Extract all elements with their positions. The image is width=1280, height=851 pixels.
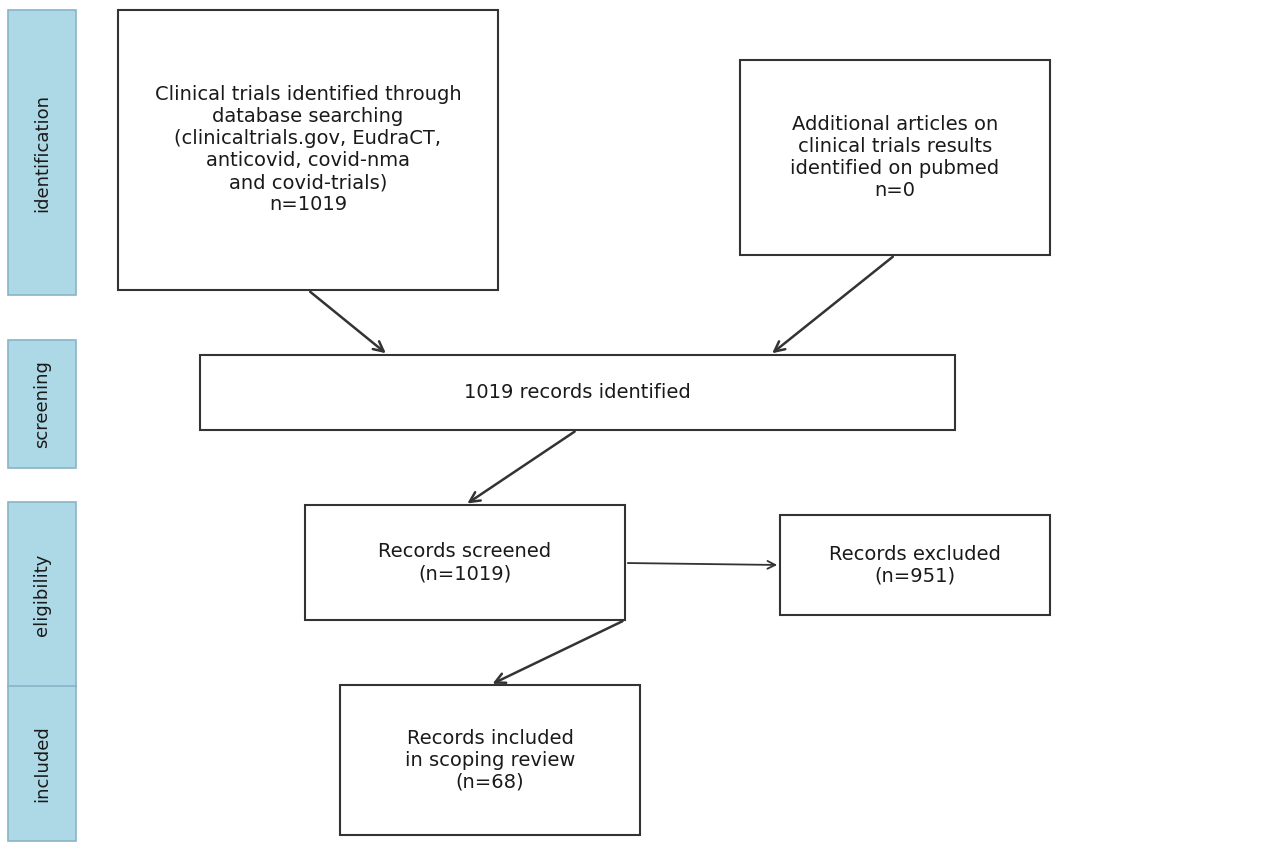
Bar: [8, 340, 76, 468]
Bar: [740, 60, 1050, 255]
Text: screening: screening: [33, 360, 51, 448]
Text: Records screened
(n=1019): Records screened (n=1019): [379, 542, 552, 583]
Bar: [340, 685, 640, 835]
Text: Clinical trials identified through
database searching
(clinicaltrials.gov, Eudra: Clinical trials identified through datab…: [155, 85, 461, 214]
Text: identification: identification: [33, 94, 51, 212]
Text: included: included: [33, 725, 51, 802]
Bar: [8, 10, 76, 295]
Bar: [8, 686, 76, 841]
Text: Records excluded
(n=951): Records excluded (n=951): [829, 545, 1001, 585]
Text: Records included
in scoping review
(n=68): Records included in scoping review (n=68…: [404, 728, 575, 791]
Bar: [200, 355, 955, 430]
Text: Additional articles on
clinical trials results
identified on pubmed
n=0: Additional articles on clinical trials r…: [791, 115, 1000, 200]
Text: 1019 records identified: 1019 records identified: [465, 383, 691, 402]
Bar: [305, 505, 625, 620]
Bar: [780, 515, 1050, 615]
Bar: [8, 502, 76, 687]
Text: eligibility: eligibility: [33, 553, 51, 636]
Bar: [118, 10, 498, 290]
